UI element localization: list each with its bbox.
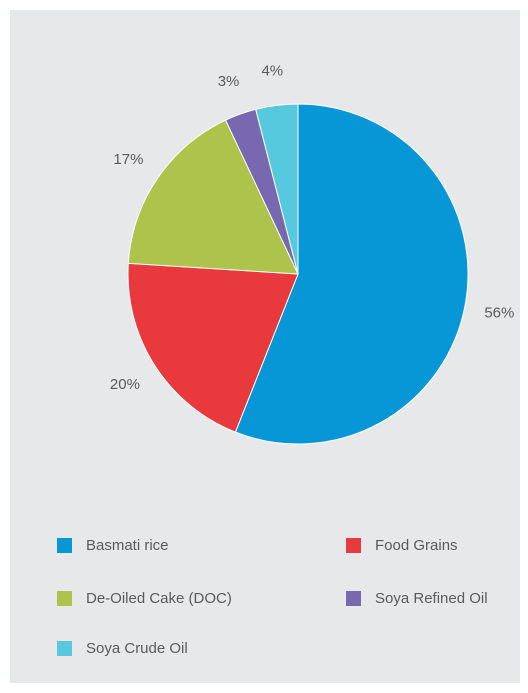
legend-swatch [346, 538, 361, 553]
legend-swatch [57, 538, 72, 553]
legend-item-food-grains: Food Grains [346, 537, 458, 554]
legend-item-basmati-rice: Basmati rice [57, 537, 169, 554]
data-label: 17% [113, 151, 143, 168]
legend-label: Soya Refined Oil [375, 590, 488, 607]
legend-swatch [346, 591, 361, 606]
legend-label: Food Grains [375, 537, 458, 554]
legend-item-soya-crude-oil: Soya Crude Oil [57, 640, 188, 657]
legend-swatch [57, 591, 72, 606]
legend-item-de-oiled-cake: De-Oiled Cake (DOC) [57, 590, 232, 607]
pie-slice-de-oiled-cake-doc [127, 119, 299, 275]
legend-label: Basmati rice [86, 537, 169, 554]
data-label: 4% [261, 63, 283, 80]
pie-slice-basmati-rice [234, 103, 469, 445]
data-label: 20% [110, 376, 140, 393]
chart-panel: 56% 20% 17% 3% 4% Basmati rice Food Grains D… [10, 10, 520, 683]
pie-slice-food-grains [127, 262, 299, 433]
legend-item-soya-refined-oil: Soya Refined Oil [346, 590, 488, 607]
legend-label: De-Oiled Cake (DOC) [86, 590, 232, 607]
pie-chart: 56% 20% 17% 3% 4% [110, 63, 514, 445]
pie-slice-soya-crude-oil [255, 103, 299, 275]
data-label: 56% [484, 304, 514, 321]
data-label: 3% [218, 73, 240, 90]
legend-swatch [57, 641, 72, 656]
legend-label: Soya Crude Oil [86, 640, 188, 657]
